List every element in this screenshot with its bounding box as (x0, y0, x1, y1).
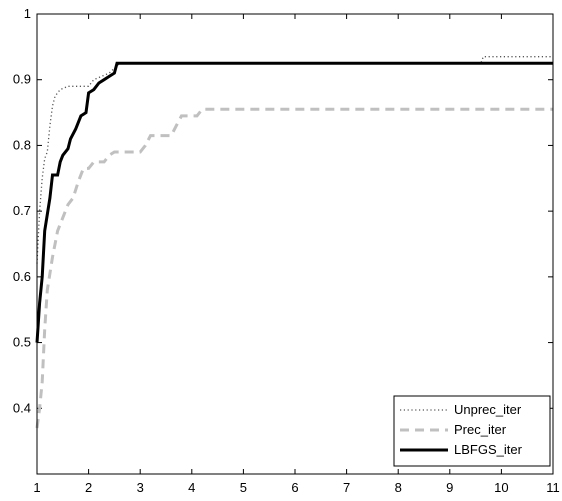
y-axis: 0.4 0.5 0.6 0.7 0.8 0.9 1 (13, 6, 553, 415)
y-tick-label: 0.7 (13, 203, 31, 218)
y-tick-label: 0.6 (13, 269, 31, 284)
x-tick-label: 2 (85, 480, 92, 495)
legend: Unprec_iter Prec_iter LBFGS_iter (393, 395, 551, 467)
x-tick-label: 11 (546, 480, 560, 495)
series-line-prec-iter (35, 107, 553, 429)
plot-frame (36, 13, 554, 475)
legend-label: Unprec_iter (454, 402, 522, 417)
x-tick-label: 6 (291, 480, 298, 495)
y-tick-label: 1 (24, 6, 31, 21)
legend-label: Prec_iter (454, 422, 507, 437)
x-tick-label: 7 (343, 480, 350, 495)
x-tick-label: 8 (395, 480, 402, 495)
y-tick-label: 0.4 (13, 400, 31, 415)
legend-box (393, 395, 551, 467)
y-tick-label: 0.9 (13, 72, 31, 87)
y-tick-label: 0.5 (13, 335, 31, 350)
legend-label: LBFGS_iter (454, 442, 523, 457)
series-line-lbfgs-iter (35, 61, 553, 343)
x-tick-label: 1 (33, 480, 40, 495)
plot-lines (35, 56, 553, 429)
x-tick-label: 3 (137, 480, 144, 495)
x-tick-label: 10 (494, 480, 508, 495)
x-tick-label: 9 (446, 480, 453, 495)
x-tick-label: 5 (240, 480, 247, 495)
x-axis: 1 2 3 4 5 6 7 8 9 10 11 (33, 14, 560, 495)
y-tick-label: 0.8 (13, 137, 31, 152)
x-tick-label: 4 (188, 480, 195, 495)
series-line-unprec-iter (36, 56, 553, 264)
